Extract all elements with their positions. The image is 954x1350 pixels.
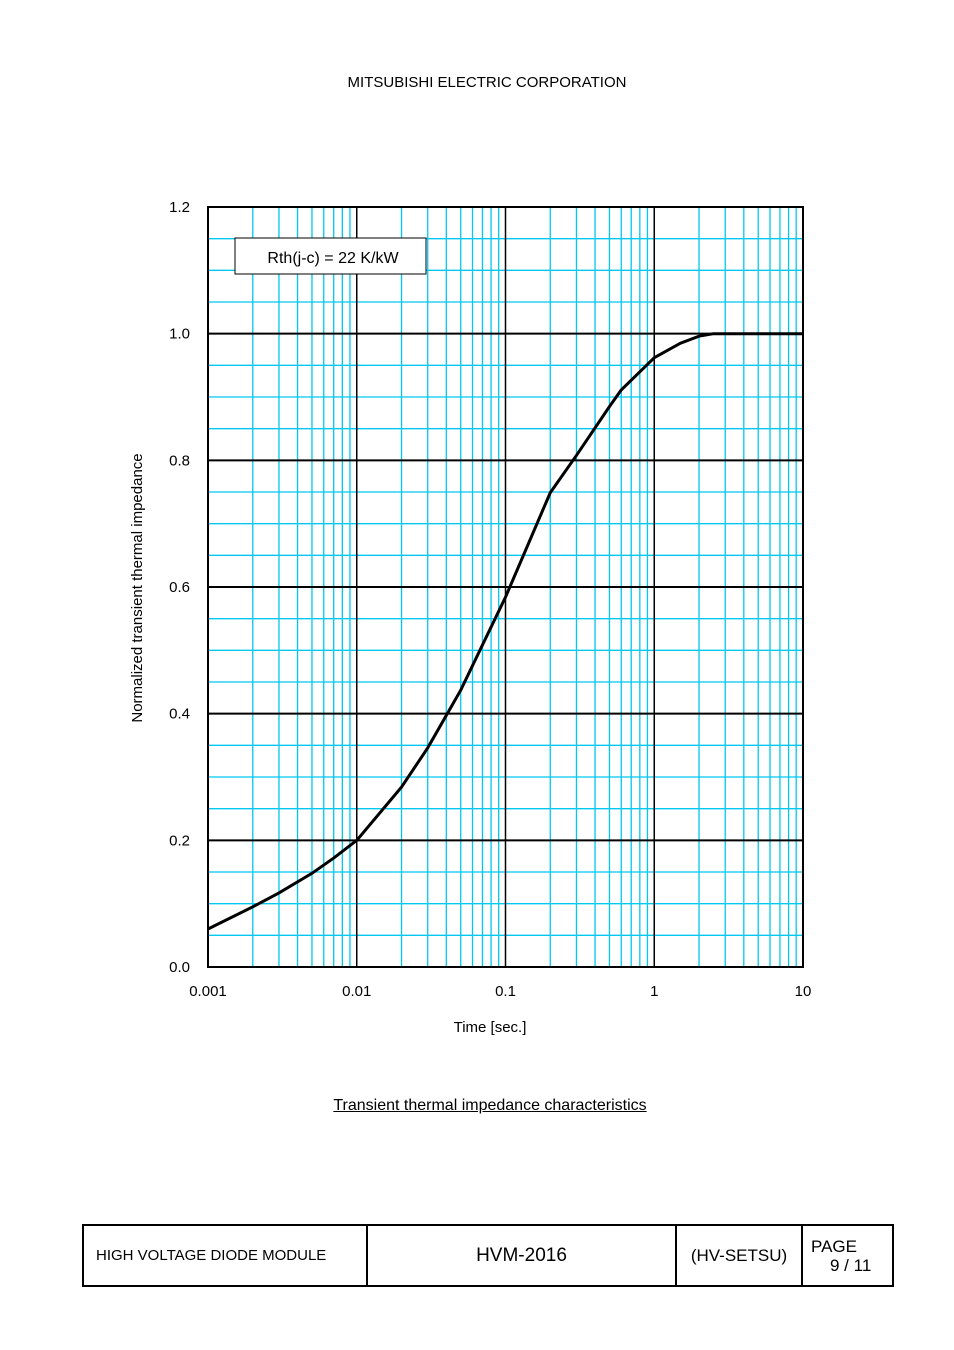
y-axis-label: Normalized transient thermal impedance bbox=[129, 453, 146, 722]
figure-caption: Transient thermal impedance characterist… bbox=[333, 1097, 647, 1114]
ticks: 0.001 0.01 0.1 1 10 0.0 0.2 0.4 0.6 0.8 1.0 1.2 bbox=[169, 199, 811, 1000]
y-tick-label: 0.4 bbox=[169, 706, 190, 723]
x-tick-label: 0.1 bbox=[495, 983, 516, 1000]
y-tick-label: 1.2 bbox=[169, 199, 190, 216]
page-label: PAGE bbox=[811, 1236, 857, 1256]
company-header: MITSUBISHI ELECTRIC CORPORATION bbox=[347, 74, 627, 91]
y-tick-label: 1.0 bbox=[169, 326, 190, 343]
series-curve bbox=[207, 332, 803, 931]
footer-table: HIGH VOLTAGE DIODE MODULE HVM-2016 (HV-S… bbox=[82, 1224, 894, 1287]
footer-page: PAGE 9 / 11 bbox=[803, 1226, 892, 1285]
footer-code: (HV-SETSU) bbox=[677, 1226, 803, 1285]
grid bbox=[207, 206, 804, 968]
chart: 0.001 0.01 0.1 1 10 0.0 0.2 0.4 0.6 0.8 1.0 1.2 Rth… bbox=[129, 199, 811, 1036]
x-tick-label: 10 bbox=[795, 983, 812, 1000]
y-tick-label: 0.6 bbox=[169, 579, 190, 596]
page-value: 9 / 11 bbox=[830, 1255, 872, 1275]
x-tick-label: 1 bbox=[650, 983, 658, 1000]
footer-model: HVM-2016 bbox=[368, 1226, 677, 1285]
annotation-box bbox=[234, 237, 427, 275]
y-tick-label: 0.0 bbox=[169, 959, 190, 976]
plot-frame bbox=[207, 206, 804, 968]
x-tick-label: 0.01 bbox=[342, 983, 371, 1000]
x-tick-label: 0.001 bbox=[189, 983, 227, 1000]
x-axis-label: Time [sec.] bbox=[454, 1019, 527, 1036]
y-tick-label: 0.2 bbox=[169, 832, 190, 849]
annotation-text: Rth(j-c) = 22 K/kW bbox=[267, 250, 399, 267]
footer-product: HIGH VOLTAGE DIODE MODULE bbox=[84, 1226, 368, 1285]
y-tick-label: 0.8 bbox=[169, 452, 190, 469]
